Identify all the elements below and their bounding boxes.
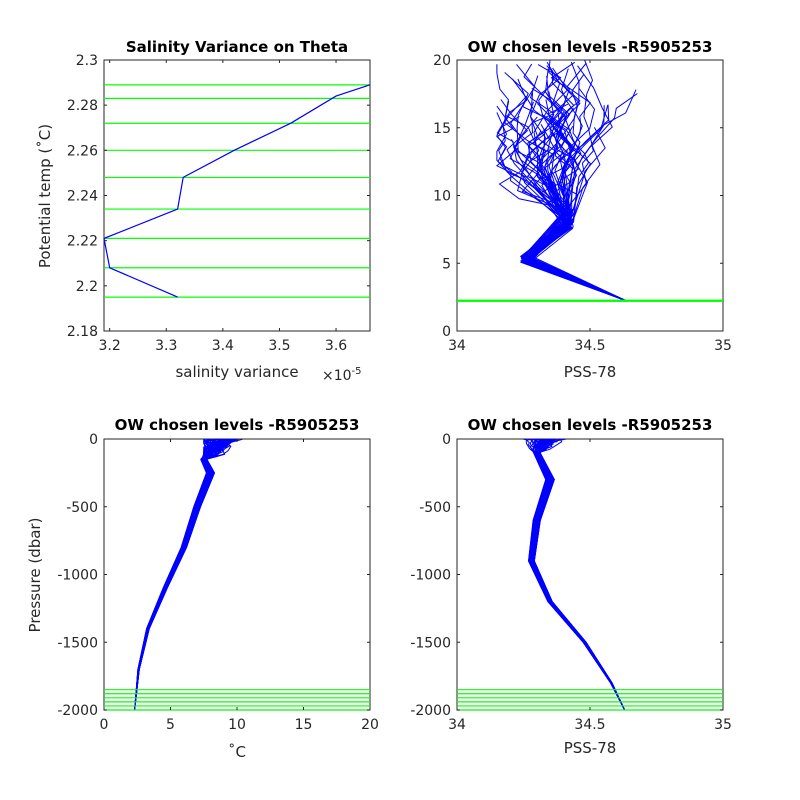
y-tick-label: 2.3: [76, 53, 98, 69]
y-tick-label: 2.2: [76, 279, 98, 295]
panel3-yticks: -2000 -1500 -1000 -500 0: [57, 432, 370, 719]
y-tick-label: -1000: [57, 568, 98, 584]
panel2-yticks: 0 5 10 15 20: [433, 53, 723, 340]
profile-line: [496, 112, 628, 302]
profile-line: [134, 439, 210, 710]
panel3-title: OW chosen levels -R5905253: [115, 416, 360, 434]
y-tick-label: -2000: [410, 703, 451, 719]
y-tick-label: -500: [419, 500, 451, 516]
panel1-x-exponent-base: ×10: [322, 368, 352, 384]
y-tick-label: 2.28: [67, 98, 98, 114]
panel1-x-exponent-power: -5: [352, 366, 362, 377]
profile-line: [526, 105, 628, 302]
profile-line: [520, 103, 628, 302]
panel3-series: [134, 439, 243, 710]
panel1-xticks: 3.2 3.3 3.4 3.5 3.6: [99, 60, 347, 354]
profile-line: [526, 133, 628, 302]
panel1-title: Salinity Variance on Theta: [126, 38, 348, 56]
y-tick-label: 20: [433, 53, 451, 69]
panel4-yticks: -2000 -1500 -1000 -500 0: [410, 432, 723, 719]
panel1-level-lines: [104, 84, 370, 298]
y-tick-label: -1000: [410, 568, 451, 584]
y-tick-label: -2000: [57, 703, 98, 719]
panel-ow-salinity-theta: OW chosen levels -R5905253 34 34.5 35 0 5 10…: [433, 38, 732, 381]
panel-ow-temp-pressure: OW chosen levels -R5905253 0 5 10 15 20 -200…: [26, 416, 379, 761]
y-tick-label: 0: [442, 432, 451, 448]
profile-line: [521, 63, 628, 302]
x-tick-label: 3.5: [268, 338, 290, 354]
panel3-ylabel: Pressure (dbar): [26, 518, 44, 633]
y-tick-label: 2.24: [67, 189, 98, 205]
y-tick-label: 0: [89, 432, 98, 448]
y-tick-label: 10: [433, 189, 451, 205]
x-tick-label: 34: [448, 338, 466, 354]
salinity-variance-line: [103, 84, 371, 298]
y-tick-label: 2.18: [67, 324, 98, 340]
panel4-title: OW chosen levels -R5905253: [468, 416, 713, 434]
panel2-title: OW chosen levels -R5905253: [468, 38, 713, 56]
x-tick-label: 20: [361, 717, 379, 733]
y-tick-label: 0: [442, 324, 451, 340]
profile-line: [524, 62, 628, 302]
y-tick-label: 2.26: [67, 143, 98, 159]
panel4-axes: [456, 438, 724, 711]
x-tick-label: 34.5: [574, 717, 605, 733]
x-tick-label: 0: [100, 717, 109, 733]
panel1-ylabel: Potential temp (˚C): [36, 124, 54, 268]
profile-line: [532, 439, 626, 710]
x-tick-label: 5: [166, 717, 175, 733]
panel3-xlabel: ˚C: [228, 743, 246, 761]
y-tick-label: -1500: [57, 635, 98, 651]
panel1-axes: [103, 59, 371, 332]
panel4-series: [522, 439, 626, 710]
panel1-series: [103, 84, 371, 298]
x-tick-label: 35: [714, 338, 732, 354]
x-tick-label: 35: [714, 717, 732, 733]
panel1-xlabel: salinity variance: [175, 363, 298, 381]
profile-line: [520, 61, 628, 302]
panel2-level-lines: [457, 299, 723, 302]
panel-salinity-variance: Salinity Variance on Theta 3.2 3.3 3.4 3.5 3…: [36, 38, 371, 384]
x-tick-label: 3.2: [99, 338, 121, 354]
panel3-xticks: 0 5 10 15 20: [100, 439, 379, 733]
y-tick-label: -1500: [410, 635, 451, 651]
y-tick-label: 2.22: [67, 234, 98, 250]
y-tick-label: -500: [66, 500, 98, 516]
panel2-axes: [456, 59, 724, 332]
panel2-xlabel: PSS-78: [564, 363, 617, 381]
x-tick-label: 3.4: [212, 338, 234, 354]
x-tick-label: 34: [448, 717, 466, 733]
y-tick-label: 15: [433, 121, 451, 137]
panel2-series: [495, 60, 638, 302]
y-tick-label: 5: [442, 256, 451, 272]
panel3-axes: [103, 438, 371, 711]
x-tick-label: 15: [295, 717, 313, 733]
panel4-xlabel: PSS-78: [564, 739, 617, 757]
panel1-x-exponent: ×10-5: [322, 366, 362, 384]
x-tick-label: 10: [228, 717, 246, 733]
x-tick-label: 34.5: [574, 338, 605, 354]
profile-line: [528, 93, 638, 302]
panel1-yticks: 2.18 2.2 2.22 2.24 2.26 2.28 2.3: [67, 53, 370, 340]
x-tick-label: 3.3: [155, 338, 177, 354]
panel-ow-salinity-pressure: OW chosen levels -R5905253 34 34.5 35 -200…: [410, 416, 732, 757]
x-tick-label: 3.6: [325, 338, 347, 354]
profile-line: [522, 439, 626, 710]
